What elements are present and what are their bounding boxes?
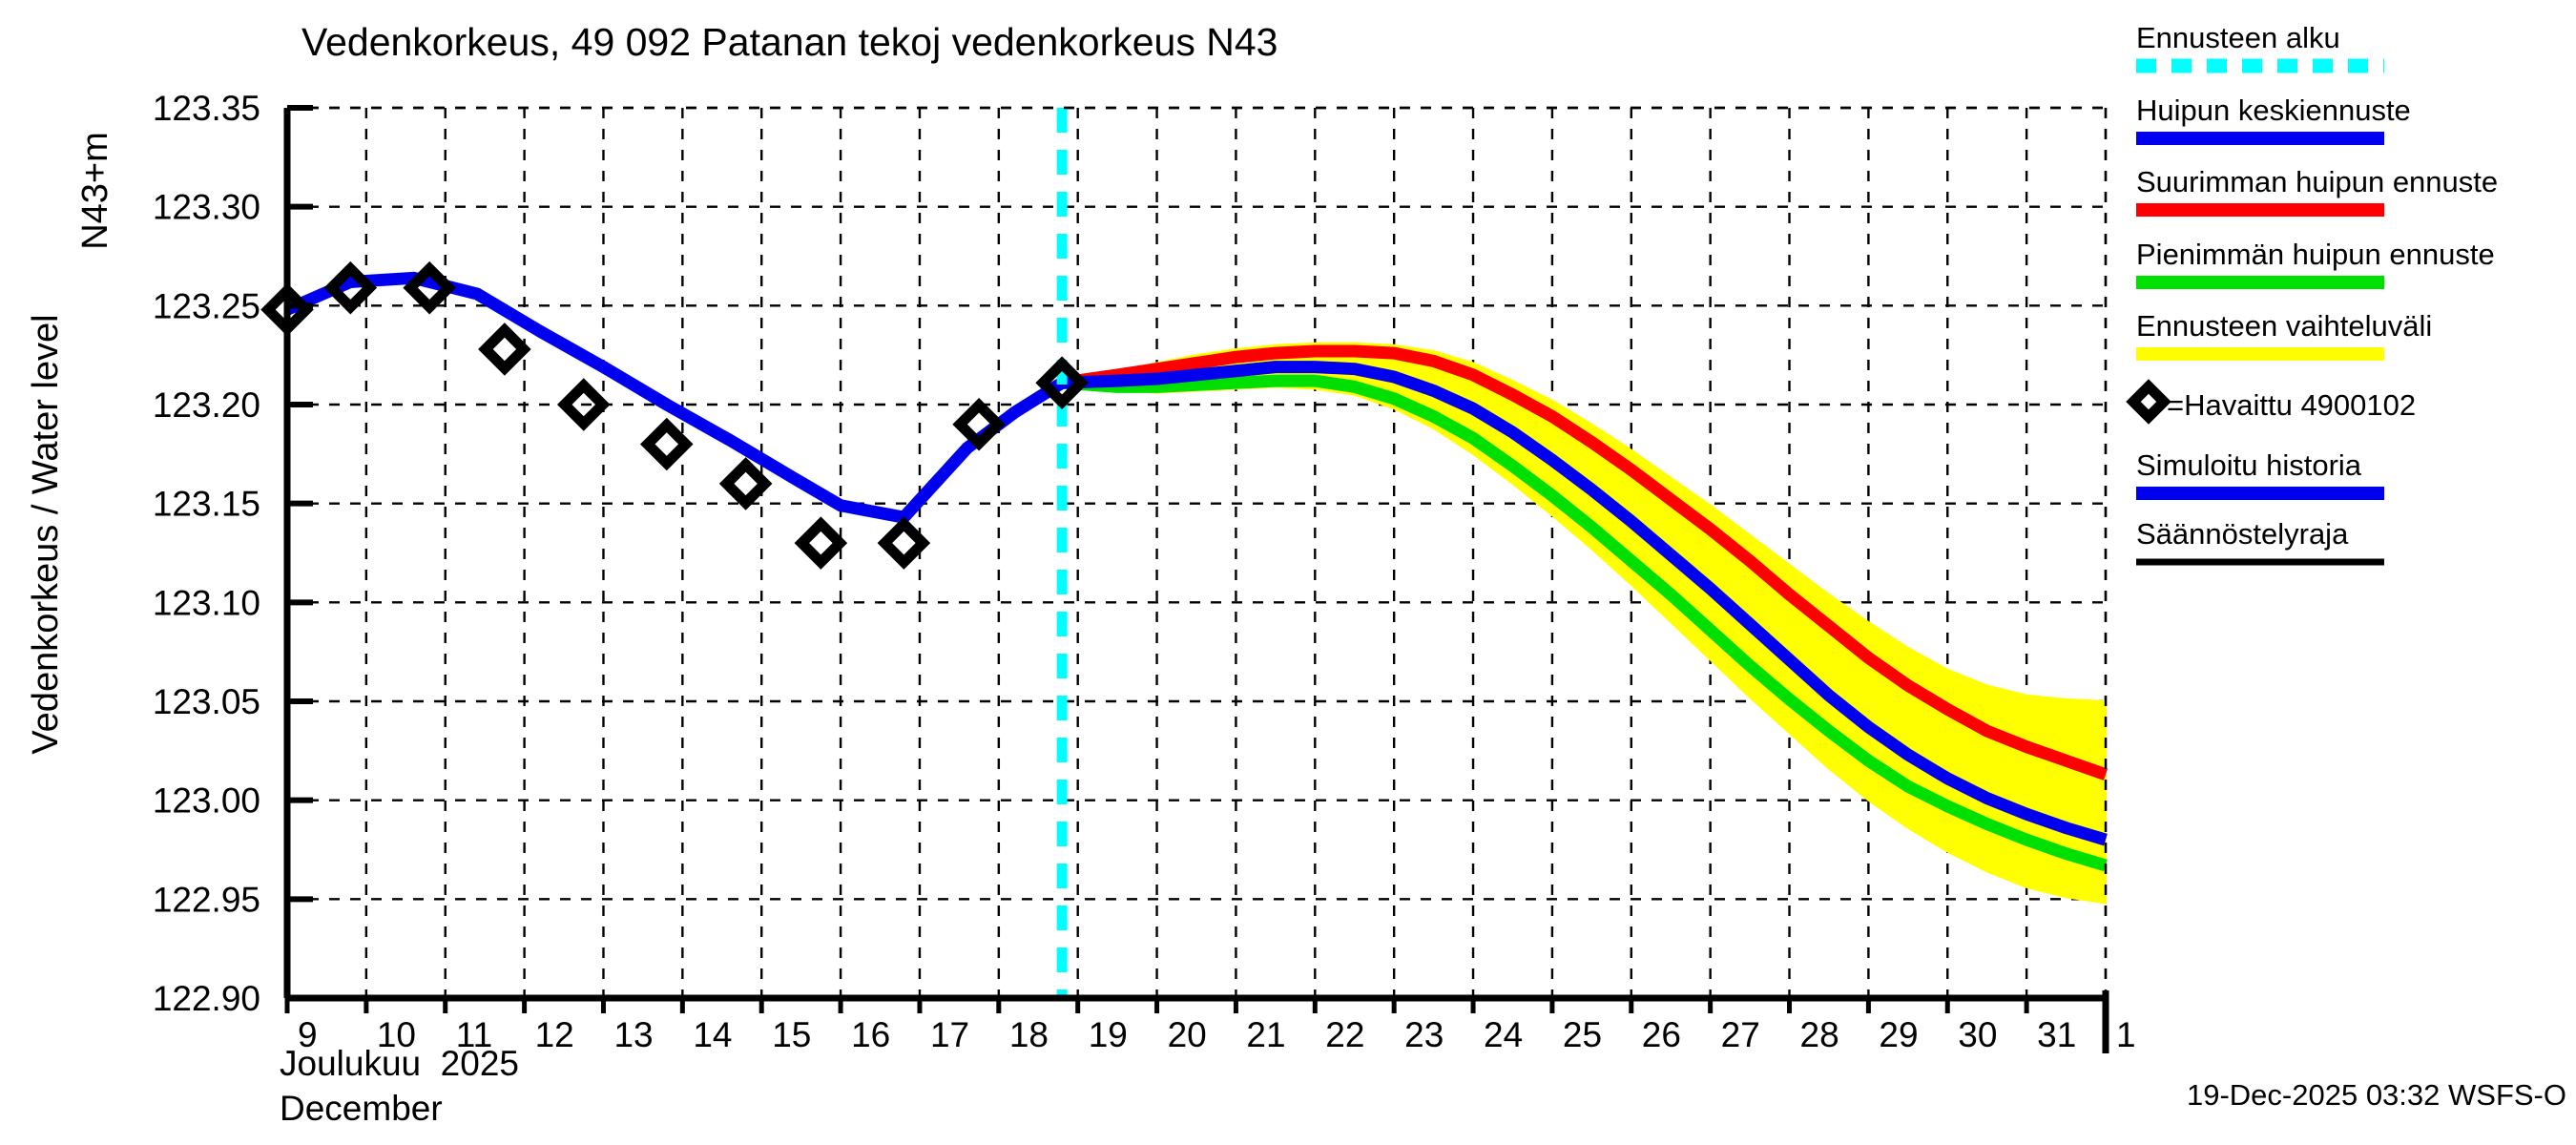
x-axis-tick-label: 10: [377, 1015, 416, 1054]
observed-marker-diamond: [718, 457, 773, 510]
x-axis-tick-label: 14: [693, 1015, 732, 1054]
y-axis-tick-label: 122.90: [153, 979, 260, 1018]
x-axis-tick-label: 17: [930, 1015, 969, 1054]
observed-data-markers: [260, 260, 1089, 570]
x-axis-tick-label: 15: [772, 1015, 811, 1054]
x-axis-tick-label: 16: [851, 1015, 890, 1054]
x-axis-tick-label: 27: [1721, 1015, 1760, 1054]
x-axis-tick-label: 1: [2116, 1015, 2136, 1054]
legend-item-label: Säännöstelyraja: [2136, 517, 2349, 551]
x-axis-tick-label: 13: [613, 1015, 653, 1054]
y-axis-tick-label: 123.00: [153, 781, 260, 821]
x-axis-month-label-fi: Joulukuu 2025: [280, 1044, 519, 1083]
y-axis-tick-label: 123.10: [153, 583, 260, 622]
legend-item-label: Pienimmän huipun ennuste: [2136, 238, 2495, 271]
y-axis-tick-label: 123.25: [153, 286, 260, 325]
x-axis-tick-label: 30: [1958, 1015, 1997, 1054]
chart-series-lines: [284, 271, 2109, 872]
legend-marker-diamond-icon: [2126, 379, 2171, 425]
x-axis-tick-label: 28: [1800, 1015, 1839, 1054]
x-axis-tick-label: 31: [2037, 1015, 2076, 1054]
x-axis-tick-label: 9: [298, 1015, 318, 1054]
x-axis-tick-label: 20: [1168, 1015, 1207, 1054]
legend-item-label: Ennusteen alku: [2136, 21, 2340, 54]
observed-marker-diamond: [323, 260, 378, 315]
observed-marker-diamond: [403, 260, 456, 315]
y-axis-tick-label: 122.95: [153, 880, 260, 919]
observed-marker-diamond: [639, 417, 694, 471]
observed-marker-diamond: [794, 516, 848, 570]
observed-marker-diamond: [877, 516, 931, 570]
legend-item-label: Suurimman huipun ennuste: [2136, 165, 2498, 198]
y-axis-tick-label: 123.35: [153, 89, 260, 128]
x-axis-month-label-en: December: [280, 1089, 443, 1128]
forecast-range-band: [1061, 342, 2107, 905]
legend-item-label: Ennusteen vaihteluväli: [2136, 309, 2432, 343]
x-axis-tick-label: 21: [1246, 1015, 1285, 1054]
observed-marker-diamond: [952, 397, 1006, 451]
series-line-pienimm-n-huipun-ennuste: [1061, 374, 2108, 872]
y-axis-title-inner: N43+m: [75, 132, 115, 250]
observed-marker-diamond: [478, 323, 531, 376]
x-axis-tick-label: 12: [535, 1015, 574, 1054]
chart-axis-frame: [283, 105, 2109, 1053]
y-axis-tick-labels: 122.90 122.95 123.00 123.05 123.10 123.15 123.…: [153, 89, 260, 1018]
x-axis-tick-label: 22: [1325, 1015, 1364, 1054]
legend-item-label: =Havaittu 4900102: [2167, 388, 2416, 422]
y-axis-tick-label: 123.30: [153, 188, 260, 227]
y-axis-tick-label: 123.20: [153, 385, 260, 425]
x-axis-tick-label: 29: [1879, 1015, 1918, 1054]
x-axis-tick-label: 19: [1089, 1015, 1128, 1054]
chart-legend: Ennusteen alku Huipun keskiennuste Suurimm…: [2126, 21, 2498, 566]
x-axis-tick-label: 18: [1009, 1015, 1049, 1054]
x-axis-tick-label: 11: [456, 1015, 492, 1054]
y-axis-tick-label: 123.15: [153, 485, 260, 524]
x-axis-tick-label: 24: [1484, 1015, 1523, 1054]
x-axis-tick-label: 25: [1563, 1015, 1602, 1054]
observed-marker-diamond: [556, 378, 611, 431]
chart-gridlines: [285, 106, 2108, 998]
series-line-suurimman-huipun-ennuste: [1061, 344, 2109, 781]
x-axis-tick-label: 26: [1642, 1015, 1681, 1054]
x-axis-tick-label: 23: [1404, 1015, 1444, 1054]
legend-item-label: Simuloitu historia: [2136, 448, 2362, 482]
series-line-huipun-keskiennuste: [1061, 361, 2108, 846]
render-timestamp: 19-Dec-2025 03:32 WSFS-O: [2187, 1078, 2566, 1112]
page-title: Vedenkorkeus, 49 092 Patanan tekoj veden…: [301, 20, 1278, 64]
y-axis-title-outer: Vedenkorkeus / Water level: [26, 314, 66, 754]
y-axis-tick-label: 123.05: [153, 682, 260, 721]
observed-marker-diamond: [1035, 356, 1089, 409]
x-axis-tick-labels: 9 10 11 12 13 14 15 16 17 18 19 20 21 22 23 24 25 26 27 28 2…: [298, 1015, 2136, 1054]
legend-item-label: Huipun keskiennuste: [2136, 94, 2411, 127]
forecast-uncertainty-band: [1061, 342, 2107, 905]
